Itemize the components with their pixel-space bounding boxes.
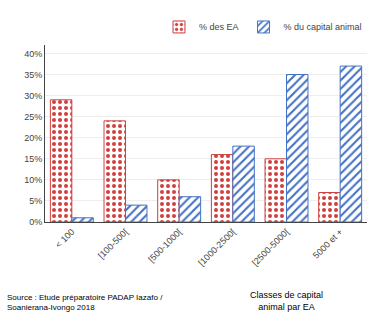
svg-text:35%: 35% <box>24 70 42 80</box>
svg-text:[500-1000[: [500-1000[ <box>146 226 184 264</box>
svg-text:[100-500[: [100-500[ <box>96 226 130 260</box>
svg-text:5000 et +: 5000 et + <box>311 227 345 261</box>
svg-text:% des EA: % des EA <box>199 22 239 32</box>
svg-text:10%: 10% <box>24 175 42 185</box>
svg-text:[2500-5000[: [2500-5000[ <box>250 226 291 267</box>
svg-text:< 100: < 100 <box>53 227 76 250</box>
svg-text:% du capital animal: % du capital animal <box>284 22 362 32</box>
svg-text:15%: 15% <box>24 154 42 164</box>
svg-text:25%: 25% <box>24 112 42 122</box>
svg-text:0%: 0% <box>29 217 42 227</box>
svg-text:5%: 5% <box>29 196 42 206</box>
svg-text:40%: 40% <box>24 49 42 59</box>
svg-text:Classes de capitalanimal par E: Classes de capitalanimal par EA <box>250 290 323 312</box>
svg-text:Source : Etude préparatoire PA: Source : Etude préparatoire PADAP Iazafo… <box>7 293 163 312</box>
svg-text:[1000-2500[: [1000-2500[ <box>196 226 237 267</box>
svg-text:20%: 20% <box>24 133 42 143</box>
svg-text:30%: 30% <box>24 91 42 101</box>
